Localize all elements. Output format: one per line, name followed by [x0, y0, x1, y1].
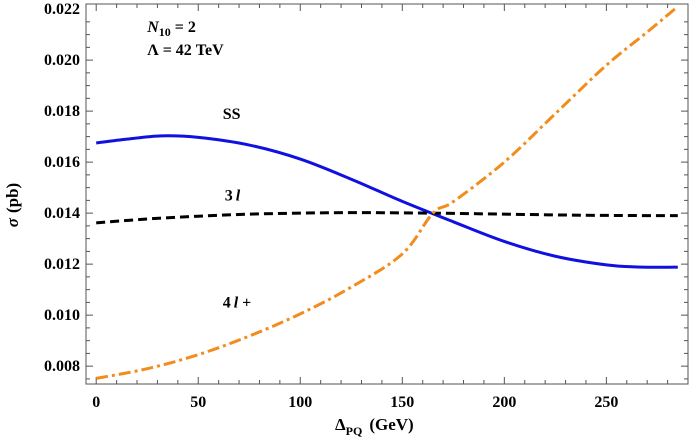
axis-ticks: [86, 4, 688, 384]
x-tick-label: 200: [492, 394, 516, 411]
plot-frame: [85, 3, 689, 385]
annotation-lambda: Λ = 42 TeV: [147, 42, 224, 59]
y-tick-label: 0.016: [44, 154, 80, 171]
x-axis-title: ΔPQ (GeV): [335, 415, 414, 438]
y-tick-label: 0.022: [44, 1, 80, 18]
x-tick-label: 250: [594, 394, 618, 411]
y-tick-label: 0.010: [44, 307, 80, 324]
y-axis-title: σ(pb): [3, 183, 22, 227]
y-tick-label: 0.014: [44, 205, 80, 222]
annotations: N10 = 2 Λ = 42 TeV SS 3 l 4 l +: [146, 19, 251, 311]
y-tick-label: 0.012: [44, 256, 80, 273]
x-tick-labels: 0 50 100 150 200 250: [92, 394, 618, 411]
y-tick-label: 0.020: [44, 52, 80, 69]
y-tick-label: 0.008: [44, 358, 80, 375]
x-tick-label: 50: [190, 394, 206, 411]
x-tick-label: 0: [92, 394, 100, 411]
annotation-n10: N10 = 2: [146, 19, 196, 39]
series-line-ss: [96, 134, 678, 269]
series-line-4l: [95, 5, 679, 380]
y-tick-label: 0.018: [44, 103, 80, 120]
y-tick-labels: 0.008 0.010 0.012 0.014 0.016 0.018 0.020 0.022: [44, 1, 80, 375]
x-tick-label: 100: [288, 394, 312, 411]
series-layer: [95, 5, 679, 380]
annotation-ss: SS: [223, 106, 241, 123]
series-line-3l: [96, 211, 678, 225]
x-tick-label: 150: [390, 394, 414, 411]
